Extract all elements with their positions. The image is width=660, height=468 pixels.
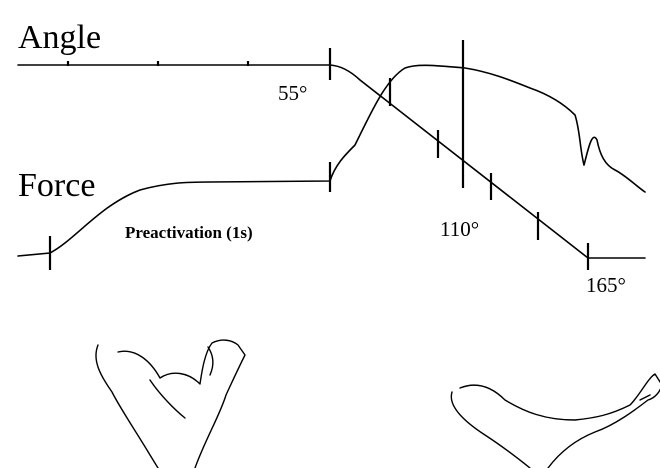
force-trace <box>17 64 646 257</box>
flexed-arm <box>95 339 246 468</box>
angle-label: Angle <box>18 19 101 56</box>
preactivation-label: Preactivation (1s) <box>125 223 253 242</box>
force-label: Force <box>18 167 95 204</box>
angle-end-label: 165° <box>586 273 626 297</box>
force-ticks <box>48 162 332 270</box>
angle-middle-label: 110° <box>440 217 479 241</box>
extended-arm <box>450 373 660 468</box>
angle-start-label: 55° <box>278 81 307 105</box>
angle-trace <box>17 64 646 259</box>
angle-ticks <box>66 40 590 270</box>
